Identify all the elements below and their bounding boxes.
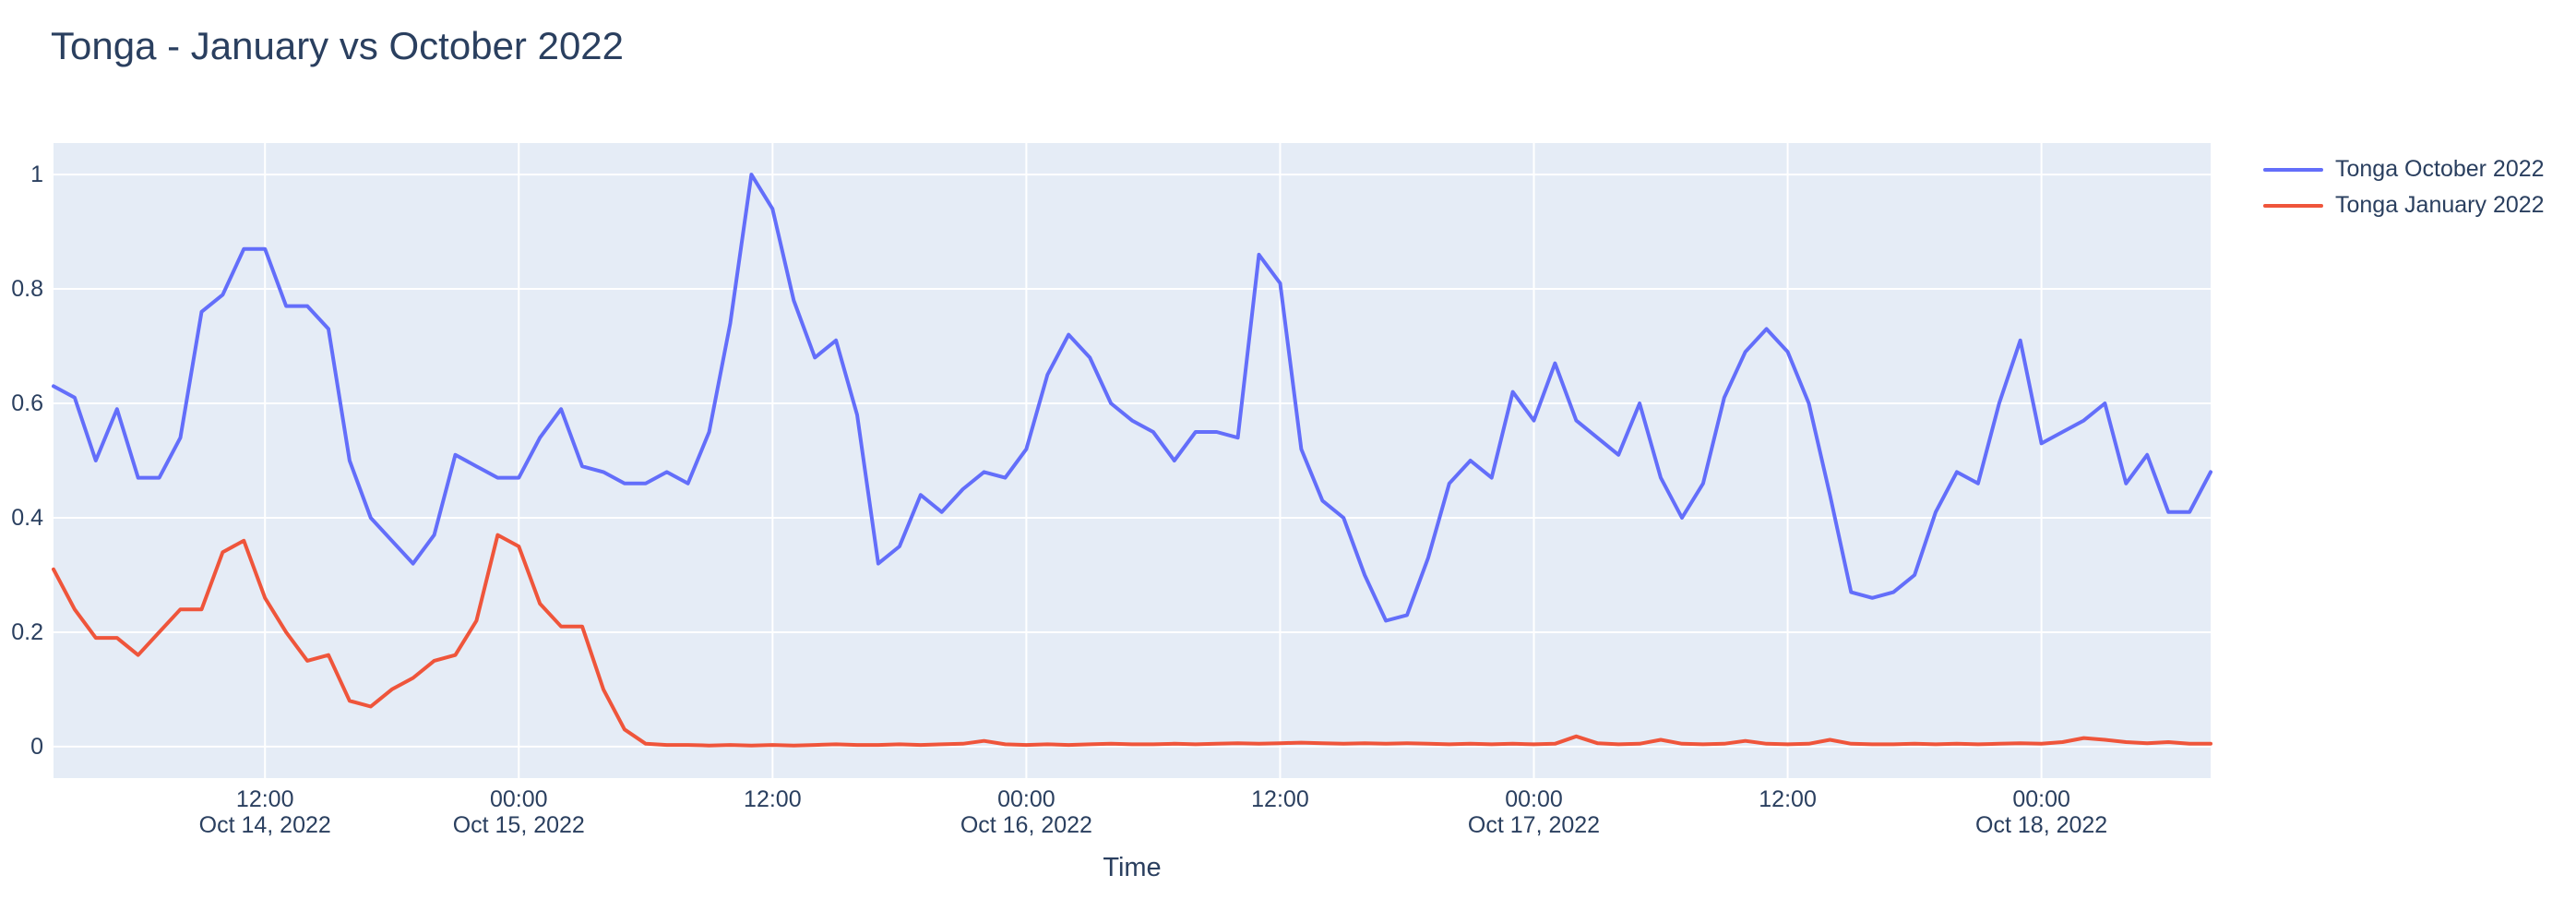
x-tick-label-time: 12:00 — [1251, 786, 1309, 812]
y-tick-label: 0.8 — [11, 276, 43, 303]
x-tick-label-date: Oct 16, 2022 — [960, 812, 1092, 838]
legend-line-swatch — [2263, 167, 2323, 172]
legend-item-label: Tonga October 2022 — [2335, 156, 2545, 182]
x-tick-label-date: Oct 14, 2022 — [198, 812, 331, 838]
x-tick-label-date: Oct 17, 2022 — [1467, 812, 1601, 838]
plot-background — [54, 143, 2211, 778]
trace-january-line[interactable] — [52, 533, 2212, 748]
y-tick-label: 0.6 — [11, 390, 43, 417]
trace-october-line[interactable] — [52, 173, 2212, 623]
x-tick-label-date: Oct 15, 2022 — [452, 812, 585, 838]
legend-line-swatch — [2263, 203, 2323, 208]
x-tick-label-time: 00:00 — [489, 786, 548, 812]
x-axis-title: Time — [1103, 853, 1162, 882]
x-tick-label-time: 12:00 — [744, 786, 802, 812]
y-tick-label: 0.2 — [11, 618, 43, 645]
y-tick-label: 1 — [30, 162, 43, 188]
x-tick-label-time: 12:00 — [1759, 786, 1817, 812]
chart-title: Tonga - January vs October 2022 — [51, 24, 625, 67]
x-tick-label-time: 12:00 — [235, 786, 294, 812]
legend-item-october[interactable]: Tonga October 2022 — [2263, 151, 2545, 187]
x-tick-label-time: 00:00 — [1505, 786, 1563, 812]
legend-item-january[interactable]: Tonga January 2022 — [2263, 187, 2545, 223]
x-tick-label-date: Oct 18, 2022 — [1975, 812, 2108, 838]
x-tick-label-time: 00:00 — [997, 786, 1055, 812]
x-tick-label-time: 00:00 — [2012, 786, 2070, 812]
legend: Tonga October 2022 Tonga January 2022 — [2263, 151, 2545, 223]
legend-item-label: Tonga January 2022 — [2335, 192, 2545, 218]
y-tick-label: 0.4 — [11, 504, 43, 531]
y-tick-label: 0 — [30, 733, 43, 760]
